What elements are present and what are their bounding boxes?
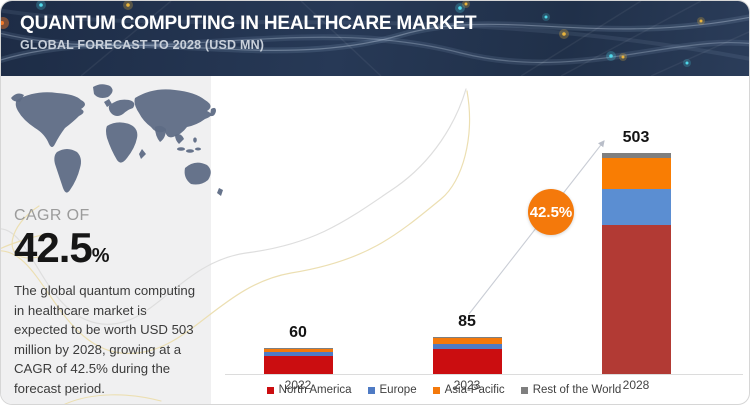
legend-item-europe: Europe — [367, 384, 417, 396]
bar-value-label-2023: 85 — [458, 312, 476, 330]
x-axis-tick-2022: 2022 — [284, 378, 312, 392]
legend-swatch — [520, 386, 528, 394]
page-subtitle: GLOBAL FORECAST TO 2028 (USD MN) — [20, 37, 265, 52]
bar-value-label-2022: 60 — [289, 323, 307, 341]
legend-item-asia-pacific: Asia-Pacific — [432, 384, 505, 396]
network-decoration-graphic — [1, 1, 749, 76]
bar-segment-2028-asia-pacific — [601, 157, 671, 190]
header-banner: QUANTUM COMPUTING IN HEALTHCARE MARKET G… — [1, 1, 749, 76]
header-text-block: QUANTUM COMPUTING IN HEALTHCARE MARKET G… — [20, 13, 477, 52]
chart-legend: North America Europe Asia-Pacific Rest of t… — [211, 384, 677, 396]
bar-segment-2023-asia-pacific — [432, 337, 502, 345]
bar-segment-2023-rest-of-the-world — [432, 336, 502, 338]
cagr-badge-label: 42.5% — [529, 203, 573, 221]
bar-segment-2023-europe — [432, 344, 502, 349]
x-axis-tick-2028: 2028 — [622, 378, 650, 392]
x-axis-line — [225, 374, 743, 375]
cagr-summary-block: CAGR OF 42.5% The global quantum computi… — [14, 207, 197, 398]
bar-segment-2028-rest-of-the-world — [601, 153, 671, 158]
legend-label: Rest of the World — [532, 384, 622, 396]
market-description: The global quantum computing in healthca… — [14, 283, 196, 396]
bar-segment-2022-europe — [263, 352, 333, 357]
cagr-label: CAGR OF — [14, 207, 90, 224]
cagr-number: 42.5 — [14, 224, 93, 271]
legend-label: Europe — [379, 384, 417, 396]
legend-swatch — [367, 386, 375, 394]
legend-label: North America — [278, 384, 352, 396]
bar-segment-2022-rest-of-the-world — [263, 347, 333, 349]
bar-segment-2028-europe — [601, 189, 671, 225]
bar-segment-2028-north-america — [601, 224, 671, 374]
cagr-value: 42.5% — [14, 227, 197, 269]
legend-item-rest-of-the-world: Rest of the World — [520, 384, 622, 396]
glow-dots — [1, 1, 705, 67]
legend-label: Asia-Pacific — [444, 384, 505, 396]
page-title: QUANTUM COMPUTING IN HEALTHCARE MARKET — [20, 13, 477, 34]
legend-item-north-america: North America — [266, 384, 352, 396]
world-map-graphic — [11, 84, 223, 196]
cagr-badge: 42.5% — [528, 189, 574, 235]
legend-swatch — [266, 386, 274, 394]
x-axis-tick-2023: 2023 — [453, 378, 481, 392]
bar-segment-2022-north-america — [263, 356, 333, 374]
bar-segment-2022-asia-pacific — [263, 348, 333, 353]
bar-value-label-2028: 503 — [622, 129, 650, 146]
bar-segment-2023-north-america — [432, 348, 502, 374]
legend-swatch — [432, 386, 440, 394]
cagr-percent-sign: % — [91, 245, 110, 267]
